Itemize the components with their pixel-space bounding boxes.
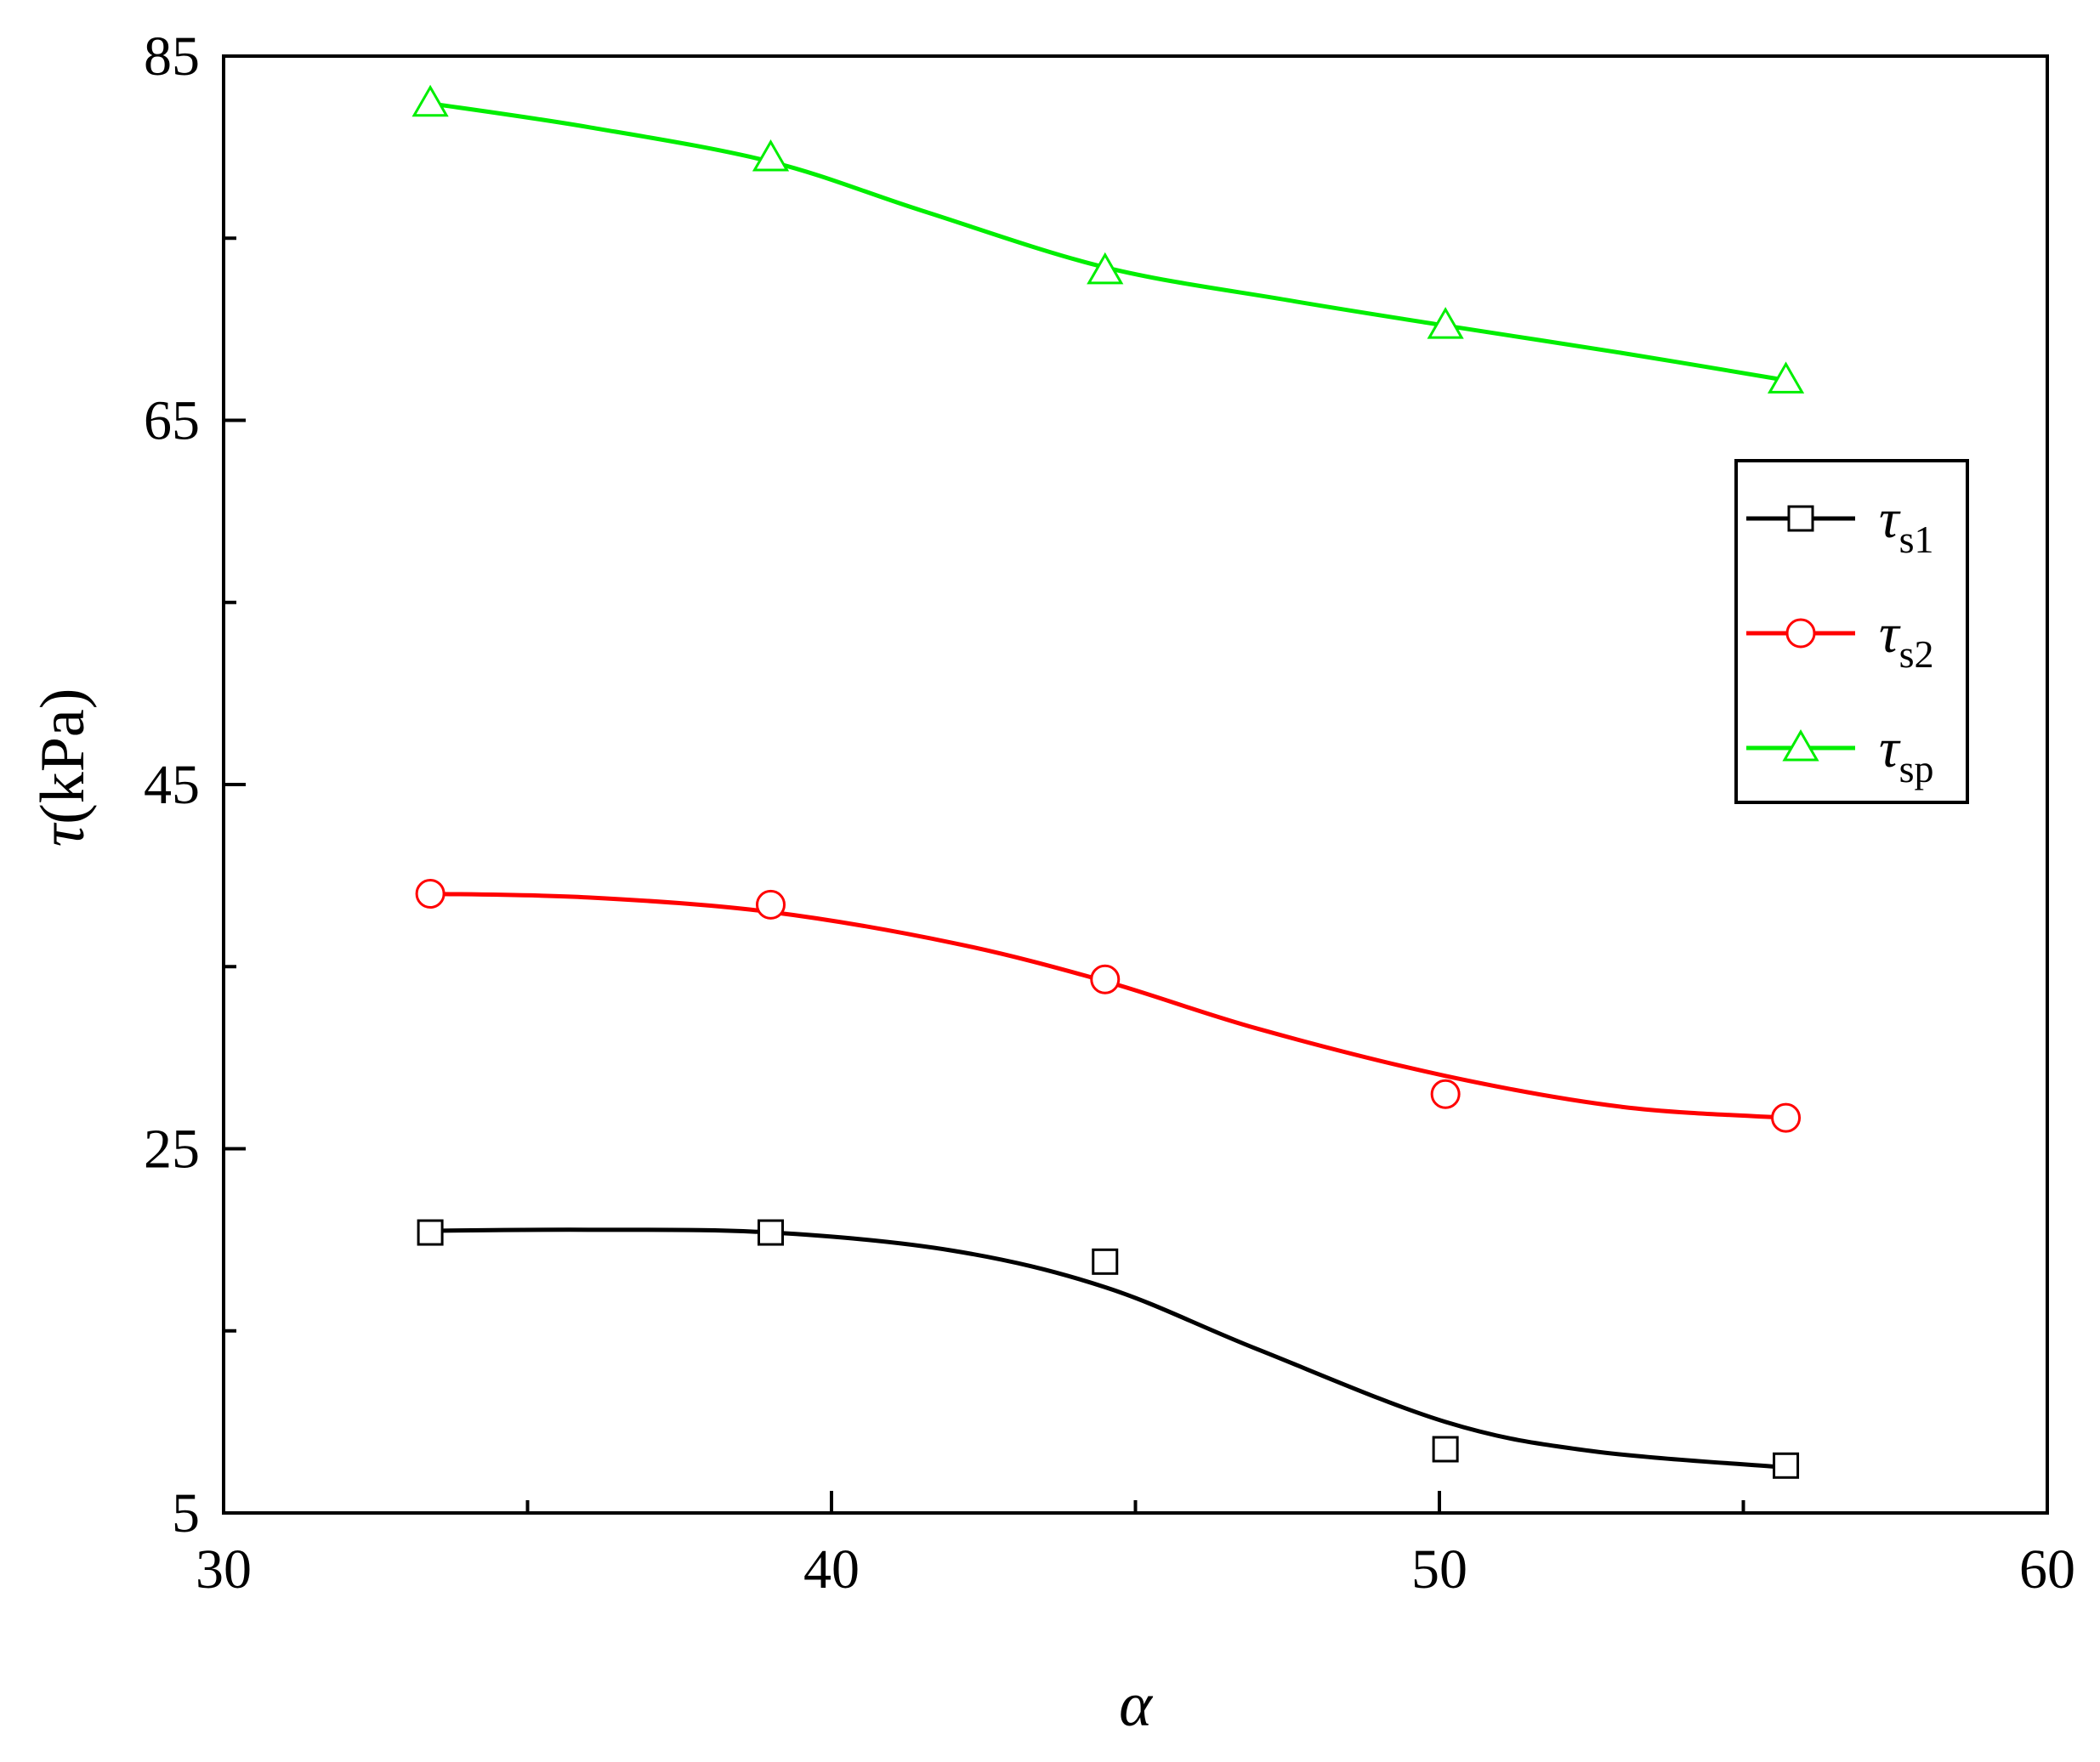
legend-marker <box>1782 728 1819 762</box>
y-tick-label: 45 <box>144 754 200 816</box>
legend-symbol: τ <box>1879 488 1901 550</box>
data-point-s1 <box>758 1219 784 1246</box>
data-point-s2 <box>1430 1079 1461 1109</box>
data-point-sp <box>1767 361 1805 394</box>
x-tick-label: 30 <box>196 1538 252 1601</box>
legend-symbol: τ <box>1879 603 1901 665</box>
x-tick-label: 60 <box>2019 1538 2075 1601</box>
legend-item-s1: τs1 <box>1746 488 1934 561</box>
legend-label: τs2 <box>1879 603 1934 676</box>
legend-item-sp: τsp <box>1746 717 1934 790</box>
data-point-sp <box>752 139 790 172</box>
data-point-s2 <box>756 889 786 920</box>
legend-marker <box>1787 505 1814 532</box>
data-point-sp <box>411 84 449 117</box>
y-tick-label: 85 <box>144 25 200 88</box>
legend-label: τs1 <box>1879 488 1934 561</box>
x-tick-label: 40 <box>803 1538 860 1601</box>
y-tick-label: 25 <box>144 1119 200 1181</box>
x-tick-label: 50 <box>1411 1538 1467 1601</box>
x-axis-title: α <box>1119 1670 1154 1740</box>
legend-subscript: sp <box>1899 747 1934 790</box>
axis-tick-labels: 30 40 50 60 5 25 45 65 85 <box>144 25 2075 1601</box>
data-point-sp <box>1427 307 1464 339</box>
y-axis-unit: (kPa) <box>28 688 98 824</box>
data-point-s1 <box>1773 1452 1800 1479</box>
series-line-s1 <box>430 1227 1786 1470</box>
data-point-s2 <box>1771 1102 1802 1133</box>
data-point-s1 <box>417 1219 444 1246</box>
series-layer <box>411 84 1805 1479</box>
legend-symbol: τ <box>1879 717 1901 779</box>
series-sp <box>411 84 1805 394</box>
series-s1 <box>417 1219 1800 1479</box>
data-point-s1 <box>1432 1436 1459 1463</box>
axis-ticks <box>222 54 2049 1515</box>
data-point-sp <box>1087 252 1124 285</box>
y-axis-title: τ(kPa) <box>28 688 98 847</box>
legend-marker <box>1785 618 1816 649</box>
y-tick-label: 5 <box>172 1482 200 1544</box>
series-line-s2 <box>430 892 1786 1120</box>
legend-item-s2: τs2 <box>1746 603 1934 676</box>
y-axis-symbol: τ <box>28 822 98 847</box>
legend-subscript: s2 <box>1899 632 1934 676</box>
data-point-s2 <box>1090 964 1121 994</box>
series-line-sp <box>429 101 1786 382</box>
data-point-s2 <box>415 879 446 909</box>
series-s2 <box>415 879 1802 1133</box>
legend-subscript: s1 <box>1899 518 1934 561</box>
data-point-s1 <box>1092 1248 1119 1275</box>
y-tick-label: 65 <box>144 390 200 452</box>
legend-label: τsp <box>1879 717 1934 790</box>
